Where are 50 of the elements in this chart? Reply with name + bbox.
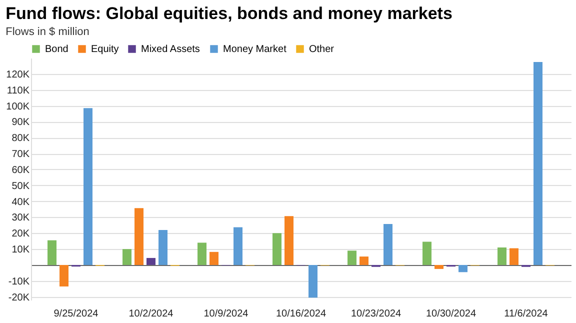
bar [84, 108, 92, 265]
y-tick-label: 40K [12, 196, 30, 208]
bar [284, 216, 294, 265]
bar [158, 230, 168, 265]
bar [60, 264, 68, 286]
bar [384, 224, 392, 265]
y-tick-label: 30K [12, 212, 30, 224]
bar [308, 264, 318, 298]
bar [122, 249, 132, 265]
y-tick-label: 110K [6, 85, 30, 96]
y-tick-label: -20K [8, 292, 30, 304]
bar [234, 227, 242, 265]
legend-label: Mixed Assets [141, 44, 200, 55]
bar [360, 256, 368, 265]
legend-label: Other [309, 44, 335, 55]
legend-label: Equity [91, 44, 119, 55]
bar [498, 247, 506, 265]
x-tick-label: 10/9/2024 [204, 308, 249, 320]
y-tick-label: 90K [12, 117, 30, 128]
bar [510, 248, 518, 265]
bar [458, 264, 468, 272]
y-tick-label: 120K [6, 69, 30, 80]
x-tick-label: 10/30/2024 [426, 308, 476, 320]
x-tick-label: 10/2/2024 [128, 308, 174, 320]
chart-subtitle: Flows in $ million [6, 26, 90, 38]
legend-label: Bond [45, 44, 68, 55]
bar [48, 240, 56, 265]
y-tick-label: 10K [12, 244, 30, 256]
bar [146, 258, 156, 265]
bar [422, 242, 432, 265]
y-tick-label: 100K [6, 101, 30, 112]
x-tick-label: 10/23/2024 [350, 308, 402, 320]
y-tick-label: 20K [12, 228, 30, 240]
legend-label: Money Market [223, 44, 287, 55]
x-tick-label: 10/16/2024 [276, 308, 326, 320]
bar [210, 252, 218, 265]
bar [272, 233, 282, 265]
y-tick-label: 80K [12, 133, 30, 144]
bar [198, 242, 206, 265]
y-tick-label: 70K [12, 149, 30, 160]
y-tick-label: 60K [12, 164, 30, 176]
bar [348, 250, 356, 265]
y-tick-label: -10K [8, 276, 30, 288]
y-tick-label: 50K [12, 180, 30, 192]
x-tick-label: 9/25/2024 [54, 308, 99, 320]
x-tick-label: 11/6/2024 [504, 308, 548, 320]
bar [534, 62, 542, 265]
bar [134, 208, 144, 265]
chart-title: Fund flows: Global equities, bonds and money markets [6, 4, 452, 23]
bar [434, 264, 444, 269]
